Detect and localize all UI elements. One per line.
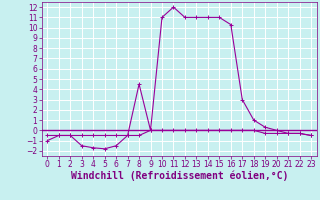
X-axis label: Windchill (Refroidissement éolien,°C): Windchill (Refroidissement éolien,°C) (70, 171, 288, 181)
